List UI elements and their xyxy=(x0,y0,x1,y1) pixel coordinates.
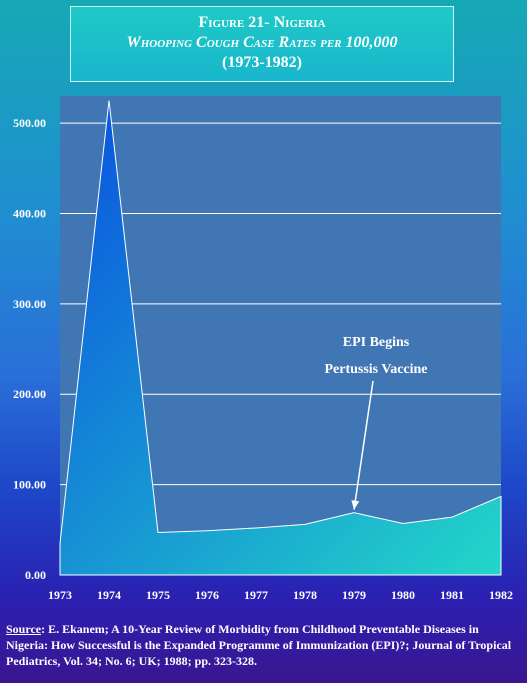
x-tick-label: 1978 xyxy=(293,588,317,602)
x-tick-label: 1973 xyxy=(48,588,72,602)
x-tick-label: 1979 xyxy=(342,588,366,602)
source-citation: Source: E. Ekanem; A 10-Year Review of M… xyxy=(6,621,521,669)
source-label: Source xyxy=(6,622,42,636)
chart-subtitle: Whooping Cough Case Rates per 100,000 xyxy=(126,34,398,51)
x-axis: 1973 1974 1975 1976 1977 1978 1979 1980 1981 1982 xyxy=(48,588,513,602)
x-tick-label: 1974 xyxy=(97,588,121,602)
data-area xyxy=(59,100,502,576)
annotation-line1: EPI Begins xyxy=(343,335,410,350)
x-tick-label: 1976 xyxy=(195,588,219,602)
annotation-arrowhead xyxy=(351,500,360,510)
x-tick-label: 1975 xyxy=(146,588,170,602)
x-tick-label: 1981 xyxy=(440,588,464,602)
chart-title: Figure 21- Nigeria xyxy=(198,14,326,31)
annotation-line2: Pertussis Vaccine xyxy=(324,362,427,377)
y-tick-label: 500.00 xyxy=(13,116,46,130)
y-tick-label: 400.00 xyxy=(13,206,46,220)
annotation-arrow xyxy=(353,380,374,510)
annotation: EPI Begins Pertussis Vaccine xyxy=(324,335,428,510)
source-text: : E. Ekanem; A 10-Year Review of Morbidi… xyxy=(6,622,512,668)
x-tick-label: 1982 xyxy=(489,588,513,602)
chart-date-range: (1973-1982) xyxy=(222,54,302,71)
y-tick-label: 200.00 xyxy=(13,387,46,401)
y-tick-label: 100.00 xyxy=(13,478,46,492)
y-axis: 0.00 100.00 200.00 300.00 400.00 500.00 xyxy=(13,116,46,582)
chart-title-box: Figure 21- Nigeria Whooping Cough Case R… xyxy=(70,6,454,82)
y-tick-label: 300.00 xyxy=(13,297,46,311)
x-tick-label: 1977 xyxy=(244,588,268,602)
y-tick-label: 0.00 xyxy=(25,568,46,582)
x-tick-label: 1980 xyxy=(391,588,415,602)
